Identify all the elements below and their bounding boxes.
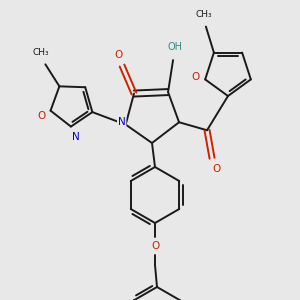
Text: O: O (114, 50, 122, 60)
Text: O: O (151, 241, 159, 251)
Text: CH₃: CH₃ (32, 48, 49, 57)
Text: N: N (118, 117, 126, 127)
Text: O: O (191, 72, 199, 82)
Text: OH: OH (168, 42, 183, 52)
Text: CH₃: CH₃ (196, 10, 212, 19)
Text: O: O (212, 164, 220, 174)
Text: N: N (72, 132, 80, 142)
Text: O: O (38, 111, 46, 121)
